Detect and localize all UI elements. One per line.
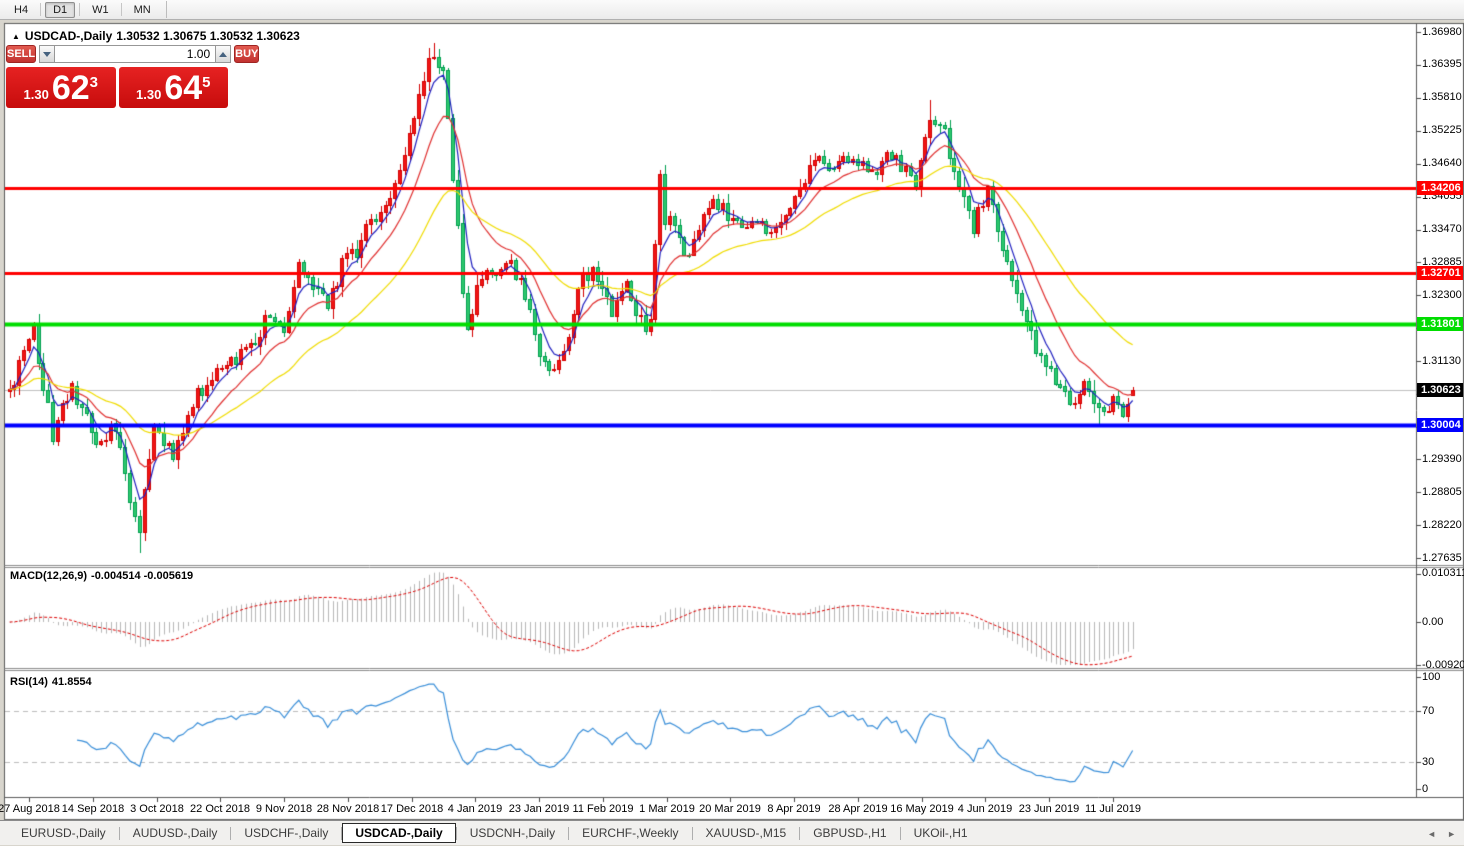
date-axis-label: 8 Apr 2019 [767, 803, 821, 815]
volume-input[interactable] [55, 45, 216, 63]
rsi-indicator-label: RSI(14) 41.8554 [10, 676, 92, 688]
date-axis-label: 27 Aug 2018 [0, 803, 60, 815]
hline-price-badge: 1.30004 [1417, 418, 1463, 432]
chart-tab-gbpusd-h1[interactable]: GBPUSD-,H1 [813, 826, 887, 840]
date-axis-label: 4 Jun 2019 [957, 803, 1013, 815]
macd-indicator-label: MACD(12,26,9) -0.004514 -0.005619 [10, 570, 194, 582]
sell-button[interactable]: SELL [6, 45, 37, 63]
tab-separator [568, 826, 570, 840]
date-axis-label: 17 Dec 2018 [380, 803, 444, 815]
macd-axis-label: 0.00 [1422, 616, 1444, 628]
price-axis-label: 1.31130 [1422, 355, 1461, 367]
date-axis-label: 23 Jan 2019 [508, 803, 570, 815]
toolbar-separator [120, 3, 122, 16]
toolbar-separator [165, 1, 167, 18]
tab-separator [899, 826, 901, 840]
date-axis-label: 22 Oct 2018 [190, 803, 250, 815]
rsi-axis-label: 100 [1422, 671, 1441, 683]
toolbar-separator [79, 3, 81, 16]
tab-scroll-right-button[interactable]: ► [1447, 828, 1456, 839]
chart-tab-ukoil-h1[interactable]: UKOil-,H1 [913, 826, 968, 840]
timeframe-button-w1[interactable]: W1 [84, 2, 117, 18]
chart-tab-audusd-daily[interactable]: AUDUSD-,Daily [132, 826, 218, 840]
sell-price-box[interactable]: 1.30 62 3 [6, 67, 116, 108]
toolbar-separator [40, 3, 42, 16]
tab-separator [691, 826, 693, 840]
chart-ohlc-values: 1.30532 1.30675 1.30532 1.30623 [116, 29, 300, 43]
buy-price-prefix: 1.30 [136, 87, 162, 102]
tab-separator [455, 826, 457, 840]
tab-separator [799, 826, 801, 840]
price-axis-label: 1.35810 [1422, 91, 1462, 103]
rsi-axis-label: 70 [1422, 705, 1435, 717]
macd-axis-label: 0.010311 [1422, 567, 1464, 579]
sell-price-big: 62 [51, 69, 90, 107]
chart-tab-eurchf-weekly[interactable]: EURCHF-,Weekly [582, 826, 679, 840]
chart-tab-usdchf-daily[interactable]: USDCHF-,Daily [244, 826, 329, 840]
tab-separator [230, 826, 232, 840]
price-axis-label: 1.27635 [1422, 552, 1462, 564]
buy-price-box[interactable]: 1.30 64 5 [118, 67, 228, 108]
triangle-down-icon [43, 51, 52, 57]
buy-button[interactable]: BUY [234, 45, 260, 63]
current-price-badge: 1.30623 [1417, 383, 1463, 397]
date-axis-label: 28 Apr 2019 [828, 803, 888, 815]
date-axis-label: 28 Nov 2018 [316, 803, 380, 815]
sell-price-prefix: 1.30 [23, 87, 49, 102]
tab-separator [341, 826, 343, 840]
chart-tab-xauusd-m15[interactable]: XAUUSD-,M15 [705, 826, 787, 840]
date-axis-label: 11 Feb 2019 [572, 803, 634, 815]
price-axis-label: 1.36395 [1422, 58, 1462, 70]
chart-tab-eurusd-daily[interactable]: EURUSD-,Daily [21, 826, 106, 840]
chart-symbol-label: USDCAD-,Daily [24, 29, 113, 43]
price-axis-label: 1.34640 [1422, 157, 1462, 169]
timeframe-button-h4[interactable]: H4 [6, 2, 36, 18]
macd-axis-label: -0.009203 [1422, 659, 1464, 671]
chart-tab-usdcnh-daily[interactable]: USDCNH-,Daily [469, 826, 556, 840]
date-axis-label: 9 Nov 2018 [255, 803, 313, 815]
rsi-axis-label: 30 [1422, 756, 1435, 768]
chart-tab-usdcad-daily[interactable]: USDCAD-,Daily [342, 823, 456, 843]
hline-price-badge: 1.31801 [1417, 317, 1463, 331]
price-axis-label: 1.28805 [1422, 486, 1462, 498]
rsi-axis-label: 0 [1422, 783, 1429, 795]
date-axis-label: 4 Jan 2019 [447, 803, 503, 815]
price-axis-label: 1.36980 [1422, 26, 1462, 38]
volume-increase-button[interactable] [215, 45, 232, 63]
timeframe-toolbar: H4 D1 W1 MN [0, 0, 1464, 20]
hline-price-badge: 1.34206 [1417, 181, 1463, 195]
date-axis-label: 11 Jul 2019 [1084, 803, 1142, 815]
buy-price-big: 64 [164, 69, 203, 107]
price-axis-label: 1.32300 [1422, 289, 1462, 301]
chart-tab-bar: EURUSD-,Daily AUDUSD-,Daily USDCHF-,Daily U… [0, 820, 1464, 845]
timeframe-button-mn[interactable]: MN [126, 2, 159, 18]
price-axis-label: 1.29390 [1422, 453, 1462, 465]
tab-scroll-left-button[interactable]: ◄ [1427, 828, 1437, 839]
price-axis-label: 1.33470 [1422, 223, 1462, 235]
price-axis-label: 1.32885 [1422, 256, 1462, 268]
collapse-triangle-icon[interactable]: ▲ [12, 32, 20, 41]
volume-decrease-button[interactable] [39, 45, 56, 63]
tab-separator [118, 826, 120, 840]
buy-price-sup: 5 [202, 74, 211, 91]
sell-price-sup: 3 [89, 74, 98, 91]
triangle-up-icon [219, 51, 228, 57]
date-axis-label: 20 Mar 2019 [699, 803, 761, 815]
price-axis-label: 1.28220 [1422, 519, 1462, 531]
date-axis-label: 16 May 2019 [890, 803, 954, 815]
date-axis-label: 23 Jun 2019 [1018, 803, 1080, 815]
chart-title[interactable]: ▲ USDCAD-,Daily 1.30532 1.30675 1.30532 1.… [12, 29, 304, 43]
hline-price-badge: 1.32701 [1417, 266, 1463, 280]
date-axis-label: 3 Oct 2018 [130, 803, 184, 815]
date-axis-label: 14 Sep 2018 [61, 803, 125, 815]
date-axis-label: 1 Mar 2019 [639, 803, 695, 815]
price-axis-label: 1.35225 [1422, 124, 1462, 136]
volume-spinner [39, 45, 232, 63]
timeframe-button-d1[interactable]: D1 [45, 1, 76, 18]
